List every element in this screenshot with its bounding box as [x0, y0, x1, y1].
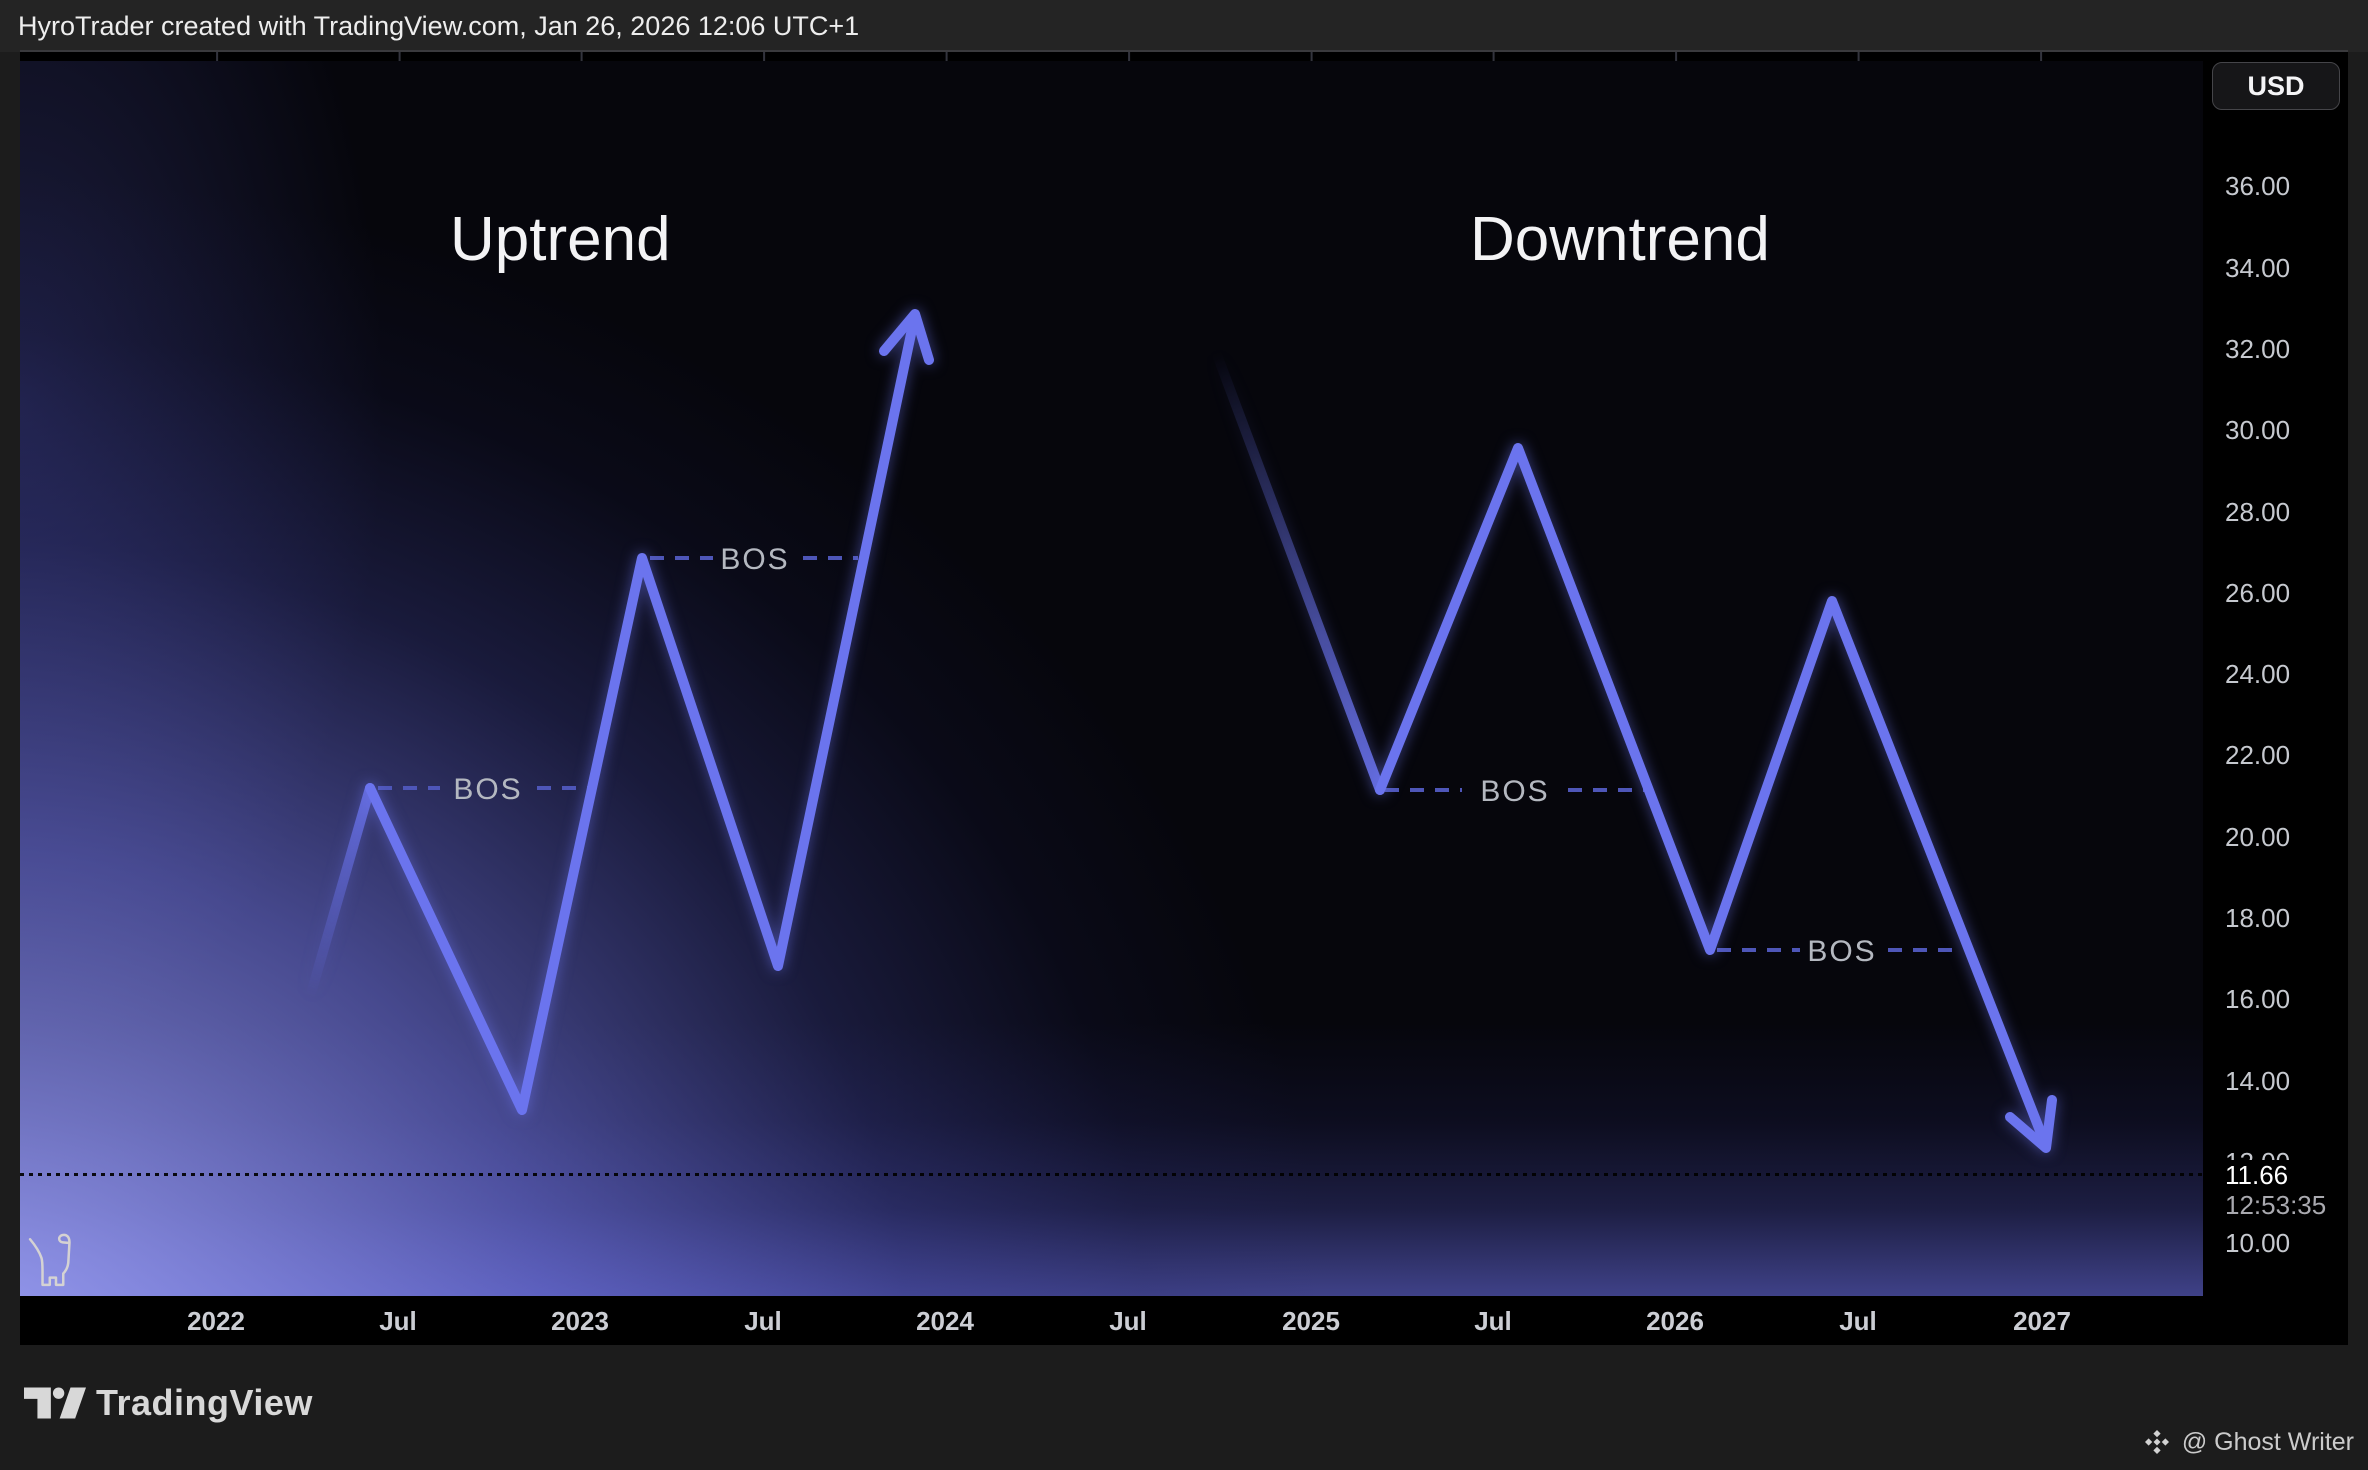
price-tick: 28.00: [2225, 497, 2291, 527]
time-tick: 2023: [551, 1306, 609, 1336]
bos-label-downtrend-1: BOS: [1480, 775, 1550, 808]
time-tick: 2026: [1646, 1306, 1704, 1336]
bos-dashed-lines: [378, 556, 1957, 952]
tradingview-logo-icon[interactable]: [24, 1387, 86, 1419]
time-tick: Jul: [744, 1306, 782, 1336]
time-tick: Jul: [379, 1306, 417, 1336]
uptrend-zigzag-line: [305, 309, 934, 1115]
current-price-line[interactable]: [20, 1173, 2203, 1176]
price-tick: 24.00: [2225, 659, 2291, 689]
downtrend-arrowhead-icon: [2005, 1095, 2057, 1153]
price-tick: 32.00: [2225, 334, 2291, 364]
header-attribution-text: HyroTrader created with TradingView.com,…: [18, 11, 860, 41]
downtrend-title: Downtrend: [1470, 205, 1770, 274]
header-bar: HyroTrader created with TradingView.com,…: [0, 0, 2368, 52]
trend-lines-svg: [305, 309, 2057, 1153]
price-tick: 30.00: [2225, 415, 2291, 445]
time-tick: 2025: [1282, 1306, 1340, 1336]
uptrend-arrowhead-icon: [879, 309, 934, 365]
time-tick: 2022: [187, 1306, 245, 1336]
price-tick: 10.00: [2225, 1228, 2291, 1258]
time-axis[interactable]: 2022 Jul 2023 Jul 2024 Jul 2025 Jul 2026…: [20, 1296, 2348, 1345]
chart-window: Uptrend Downtrend BOS BOS BOS BOS USD 36…: [20, 52, 2348, 1345]
tradingview-brand-text[interactable]: TradingView: [96, 1382, 313, 1423]
time-tick: Jul: [1839, 1306, 1877, 1336]
price-tick: 18.00: [2225, 903, 2291, 933]
top-time-axis-ticks: [20, 52, 2203, 61]
price-tick: 36.00: [2225, 171, 2291, 201]
price-axis[interactable]: USD 36.00 34.00 32.00 30.00 28.00 26.00 …: [2203, 52, 2348, 1296]
price-tick: 16.00: [2225, 984, 2291, 1014]
bos-label-uptrend-2: BOS: [720, 543, 790, 576]
price-tick: 20.00: [2225, 822, 2291, 852]
price-tick: 26.00: [2225, 578, 2291, 608]
bos-label-uptrend-1: BOS: [453, 773, 523, 806]
time-tick: 2024: [916, 1306, 974, 1336]
chart-plot-area[interactable]: Uptrend Downtrend BOS BOS BOS BOS: [20, 52, 2203, 1296]
time-tick: 2027: [2013, 1306, 2071, 1336]
price-tick: 22.00: [2225, 740, 2291, 770]
time-tick: Jul: [1109, 1306, 1147, 1336]
uptrend-title: Uptrend: [450, 205, 671, 274]
price-tick: 34.00: [2225, 253, 2291, 283]
diamond-logo-icon: [2144, 1430, 2169, 1454]
footer-bar: TradingView @ Ghost Writer: [0, 1345, 2368, 1470]
currency-button[interactable]: USD: [2212, 62, 2340, 110]
author-credit-text: @ Ghost Writer: [2181, 1427, 2354, 1456]
time-tick: Jul: [1474, 1306, 1512, 1336]
current-price-label-group: 11.66 12:53:35: [2203, 1160, 2348, 1222]
bos-label-downtrend-2: BOS: [1807, 935, 1877, 968]
author-credit: @ Ghost Writer: [2142, 1425, 2354, 1459]
dino-watermark-icon: [28, 1233, 71, 1287]
currency-button-label: USD: [2247, 70, 2305, 101]
bar-countdown-timer: 12:53:35: [2225, 1190, 2327, 1220]
current-price-value: 11.66: [2225, 1160, 2289, 1190]
downtrend-zigzag-line: [1211, 347, 2057, 1153]
price-tick: 14.00: [2225, 1066, 2291, 1096]
